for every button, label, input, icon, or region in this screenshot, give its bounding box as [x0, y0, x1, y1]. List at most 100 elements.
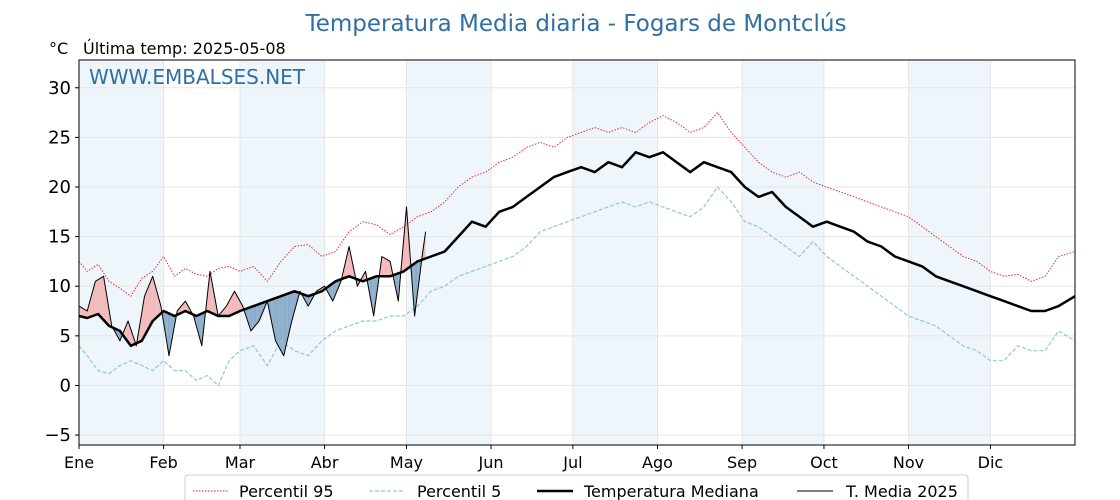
anomaly-above-fill: [143, 296, 145, 339]
anomaly-above-fill: [95, 280, 97, 316]
anomaly-below-fill: [263, 302, 265, 312]
anomaly-below-fill: [201, 312, 204, 346]
anomaly-above-fill: [181, 304, 183, 313]
anomaly-above-fill: [229, 298, 231, 317]
anomaly-above-fill: [226, 303, 228, 317]
x-tick-label: May: [390, 453, 423, 472]
anomaly-above-fill: [100, 277, 103, 319]
anomaly-above-fill: [234, 291, 236, 314]
anomaly-below-fill: [276, 297, 279, 346]
anomaly-above-fill: [99, 277, 101, 317]
anomaly-below-fill: [286, 293, 288, 345]
anomaly-below-fill: [287, 293, 290, 339]
x-tick-label: Mar: [225, 453, 256, 472]
anomaly-below-fill: [248, 307, 250, 327]
anomaly-above-fill: [144, 292, 146, 336]
anomaly-above-fill: [351, 259, 354, 278]
x-tick-label: Feb: [149, 453, 177, 472]
month-band-jul: [572, 60, 658, 445]
chart-title: Temperatura Media diaria - Fogars de Mon…: [305, 11, 847, 37]
anomaly-above-fill: [96, 279, 99, 315]
anomaly-below-fill: [278, 296, 280, 349]
anomaly-below-fill: [293, 291, 295, 317]
anomaly-below-fill: [332, 282, 335, 302]
anomaly-above-fill: [132, 333, 134, 346]
anomaly-above-fill: [238, 298, 240, 312]
anomaly-below-fill: [279, 296, 281, 351]
legend-box: [184, 474, 969, 500]
x-tick-label: Sep: [727, 453, 757, 472]
anomaly-above-fill: [128, 320, 130, 344]
anomaly-above-fill: [209, 271, 212, 313]
anomaly-above-fill: [148, 282, 150, 329]
x-tick-label: Jul: [562, 453, 582, 472]
series-t-media-2025: [78, 206, 427, 357]
plot-frame: [78, 59, 1076, 446]
anomaly-above-fill: [147, 286, 149, 331]
y-tick-label: 25: [48, 127, 71, 148]
anomaly-above-fill: [235, 293, 238, 313]
month-band-may: [406, 60, 492, 445]
anomaly-below-fill: [167, 312, 170, 356]
anomaly-above-fill: [91, 291, 93, 317]
anomaly-below-fill: [331, 283, 333, 302]
anomaly-below-fill: [375, 276, 377, 307]
y-tick-label: 30: [48, 78, 71, 99]
anomaly-above-fill: [383, 257, 385, 277]
anomaly-below-fill: [272, 298, 275, 335]
anomaly-above-fill: [387, 259, 389, 277]
x-tick-label: Dic: [978, 453, 1004, 472]
anomaly-above-fill: [159, 301, 161, 315]
anomaly-above-fill: [233, 291, 235, 315]
anomaly-below-fill: [330, 284, 332, 299]
month-band-sep: [742, 60, 824, 445]
anomaly-below-fill: [283, 294, 286, 356]
anomaly-below-fill: [275, 297, 277, 344]
anomaly-above-fill: [139, 320, 141, 343]
x-tick-label: Oct: [810, 453, 838, 472]
anomaly-below-fill: [413, 263, 415, 317]
anomaly-below-fill: [249, 307, 251, 331]
anomaly-above-fill: [227, 301, 230, 317]
anomaly-above-fill: [182, 302, 185, 313]
legend-label: Percentil 95: [239, 482, 334, 500]
anomaly-above-fill: [92, 286, 95, 317]
anomaly-above-fill: [237, 296, 239, 313]
anomaly-above-fill: [126, 320, 129, 343]
anomaly-above-fill: [154, 281, 156, 320]
anomaly-below-fill: [414, 262, 417, 317]
anomaly-above-fill: [385, 258, 388, 277]
anomaly-below-fill: [289, 292, 291, 333]
anomaly-above-fill: [214, 293, 216, 315]
anomaly-above-fill: [129, 325, 131, 346]
y-tick-label: 20: [48, 177, 71, 198]
anomaly-above-fill: [184, 301, 186, 312]
anomaly-above-fill: [156, 291, 159, 318]
anomaly-above-fill: [107, 301, 110, 326]
anomaly-below-fill: [285, 294, 287, 350]
month-band-nov: [908, 60, 991, 445]
anomaly-below-fill: [256, 304, 258, 325]
legend-label: Percentil 5: [417, 482, 501, 500]
last-temp-label: Última temp: 2025-05-08: [83, 39, 286, 58]
anomaly-below-fill: [253, 305, 256, 328]
x-tick-label: Ago: [642, 453, 673, 472]
legend-label: T. Media 2025: [845, 482, 958, 500]
anomaly-below-fill: [200, 313, 202, 346]
anomaly-above-fill: [152, 276, 155, 321]
anomaly-below-fill: [274, 298, 276, 341]
x-tick-label: Abr: [311, 453, 339, 472]
anomaly-above-fill: [231, 293, 234, 315]
anomaly-below-fill: [252, 306, 254, 330]
anomaly-above-fill: [81, 307, 84, 317]
watermark: WWW.EMBALSES.NET: [89, 65, 306, 89]
anomaly-below-fill: [280, 295, 283, 354]
anomaly-below-fill: [169, 313, 171, 356]
month-band-ene: [79, 60, 164, 445]
anomaly-above-fill: [149, 279, 152, 326]
anomaly-above-fill: [151, 276, 153, 324]
anomaly-above-fill: [381, 256, 384, 277]
anomaly-above-fill: [211, 278, 213, 314]
anomaly-above-fill: [98, 278, 100, 316]
